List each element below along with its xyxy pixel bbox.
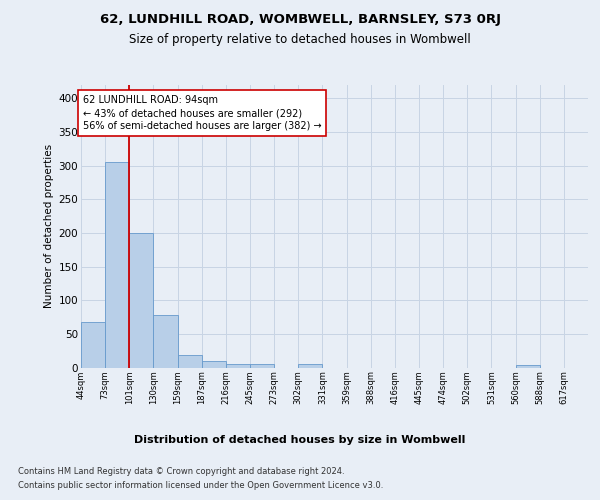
Bar (226, 364, 250, 368)
Bar (515, 366, 540, 368)
Text: 62 LUNDHILL ROAD: 94sqm
← 43% of detached houses are smaller (292)
56% of semi-d: 62 LUNDHILL ROAD: 94sqm ← 43% of detache… (83, 95, 322, 132)
Bar (129, 233, 154, 368)
Text: Size of property relative to detached houses in Wombwell: Size of property relative to detached ho… (129, 32, 471, 46)
Bar (298, 364, 322, 368)
Bar (178, 356, 202, 368)
Text: Distribution of detached houses by size in Wombwell: Distribution of detached houses by size … (134, 435, 466, 445)
Bar (81, 322, 105, 368)
Bar (250, 364, 274, 368)
Text: Contains public sector information licensed under the Open Government Licence v3: Contains public sector information licen… (18, 481, 383, 490)
Y-axis label: Number of detached properties: Number of detached properties (44, 144, 55, 308)
Text: 62, LUNDHILL ROAD, WOMBWELL, BARNSLEY, S73 0RJ: 62, LUNDHILL ROAD, WOMBWELL, BARNSLEY, S… (100, 12, 500, 26)
Bar (202, 362, 226, 368)
Text: Contains HM Land Registry data © Crown copyright and database right 2024.: Contains HM Land Registry data © Crown c… (18, 468, 344, 476)
Bar (105, 162, 129, 368)
Bar (154, 315, 178, 368)
